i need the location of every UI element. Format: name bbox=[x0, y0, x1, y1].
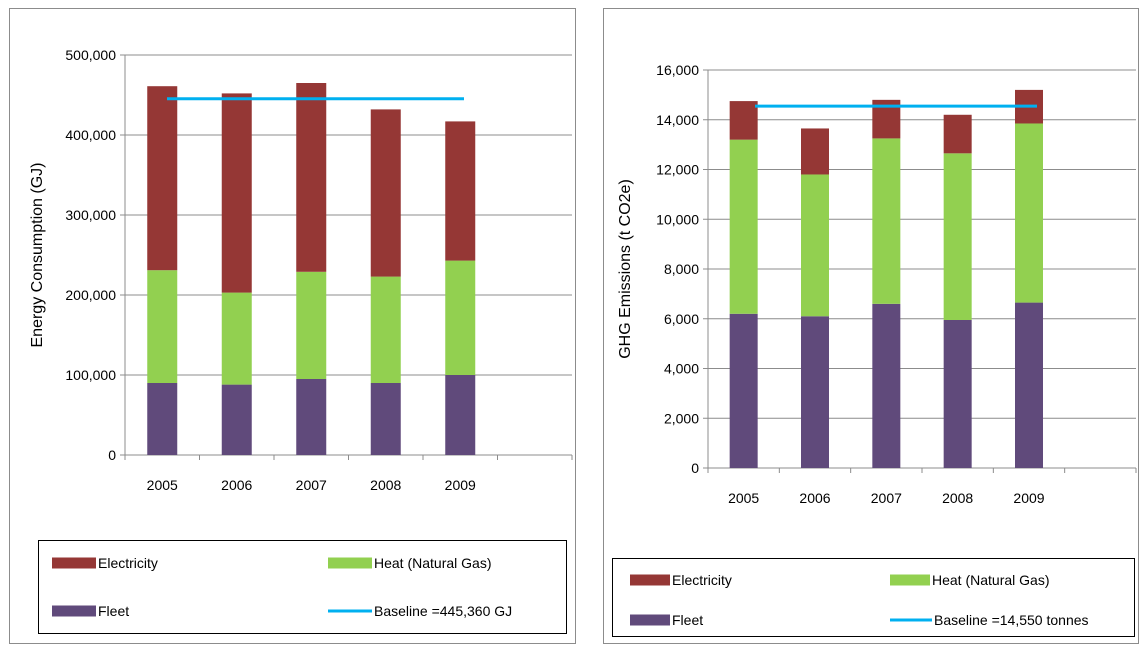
y-tick-label: 6,000 bbox=[664, 311, 699, 327]
x-tick-label: 2009 bbox=[445, 477, 476, 493]
legend-label-baseline: Baseline =445,360 GJ bbox=[374, 603, 512, 619]
y-tick-label: 0 bbox=[108, 447, 116, 463]
legend-swatch-heat bbox=[328, 557, 372, 569]
chart-2-legend-box bbox=[612, 558, 1135, 637]
y-tick-label: 8,000 bbox=[664, 261, 699, 277]
chart-2-legend: Electricity Heat (Natural Gas) Fleet Baseli… bbox=[630, 572, 1089, 628]
bar-heat-2007 bbox=[296, 271, 327, 379]
legend-swatch-heat bbox=[890, 574, 930, 586]
chart-1-legend-box bbox=[38, 540, 567, 634]
x-tick-label: 2007 bbox=[871, 490, 902, 506]
bar-fleet-2008 bbox=[943, 319, 972, 468]
chart-1-frame bbox=[9, 8, 576, 644]
legend-label-fleet: Fleet bbox=[672, 612, 703, 628]
bar-fleet-2005 bbox=[729, 313, 758, 468]
bar-fleet-2007 bbox=[872, 303, 901, 468]
y-tick-label: 14,000 bbox=[656, 112, 699, 128]
y-axis-label: GHG Emissions (t CO2e) bbox=[617, 179, 634, 359]
legend-label-fleet: Fleet bbox=[98, 603, 129, 619]
y-tick-label: 400,000 bbox=[65, 127, 116, 143]
x-tick-label: 2009 bbox=[1013, 490, 1044, 506]
bar-electricity-2005 bbox=[147, 86, 178, 271]
bar-heat-2008 bbox=[943, 153, 972, 320]
bar-heat-2005 bbox=[147, 270, 178, 383]
bar-electricity-2005 bbox=[729, 101, 758, 140]
legend-label-electricity: Electricity bbox=[672, 572, 732, 588]
x-tick-label: 2006 bbox=[799, 490, 830, 506]
x-tick-label: 2005 bbox=[147, 477, 178, 493]
legend-swatch-electricity bbox=[630, 574, 670, 586]
x-tick-label: 2006 bbox=[221, 477, 252, 493]
bar-electricity-2008 bbox=[370, 109, 401, 277]
chart-2-frame bbox=[603, 8, 1139, 644]
x-tick-label: 2008 bbox=[370, 477, 401, 493]
legend-swatch-fleet bbox=[52, 605, 96, 617]
y-tick-label: 200,000 bbox=[65, 287, 116, 303]
legend-label-heat: Heat (Natural Gas) bbox=[374, 555, 491, 571]
bar-fleet-2007 bbox=[296, 379, 327, 455]
bar-heat-2008 bbox=[370, 276, 401, 383]
bar-electricity-2007 bbox=[296, 83, 327, 272]
bar-electricity-2008 bbox=[943, 114, 972, 154]
legend-label-heat: Heat (Natural Gas) bbox=[932, 572, 1049, 588]
legend-label-baseline: Baseline =14,550 tonnes bbox=[934, 612, 1089, 628]
bar-heat-2009 bbox=[1015, 123, 1043, 303]
y-tick-label: 4,000 bbox=[664, 361, 699, 377]
x-tick-label: 2007 bbox=[296, 477, 327, 493]
y-axis-label: Energy Consumption (GJ) bbox=[29, 163, 46, 348]
energy-consumption-chart: 0 100,000 200,000 300,000 400,000 500,000 2005… bbox=[29, 47, 573, 493]
y-tick-label: 100,000 bbox=[65, 367, 116, 383]
bar-heat-2006 bbox=[221, 292, 252, 385]
y-tick-label: 500,000 bbox=[65, 47, 116, 63]
bar-fleet-2005 bbox=[147, 383, 178, 455]
y-tick-label: 2,000 bbox=[664, 410, 699, 426]
y-tick-label: 300,000 bbox=[65, 207, 116, 223]
bar-fleet-2006 bbox=[801, 316, 829, 468]
x-tick-label: 2008 bbox=[942, 490, 973, 506]
bar-fleet-2009 bbox=[1015, 302, 1043, 468]
y-tick-label: 0 bbox=[691, 460, 699, 476]
bar-heat-2005 bbox=[729, 139, 758, 314]
legend-swatch-fleet bbox=[630, 614, 670, 626]
y-tick-label: 16,000 bbox=[656, 62, 699, 78]
legend-swatch-electricity bbox=[52, 557, 96, 569]
y-tick-label: 10,000 bbox=[656, 211, 699, 227]
bar-electricity-2006 bbox=[801, 128, 829, 175]
bar-fleet-2006 bbox=[221, 384, 252, 455]
ghg-emissions-chart: 0 2,000 4,000 6,000 8,000 10,000 12,000 14,000 1… bbox=[617, 62, 1137, 506]
bar-fleet-2009 bbox=[445, 375, 476, 455]
chart-1-legend: Electricity Heat (Natural Gas) Fleet Baseli… bbox=[52, 555, 512, 619]
bar-heat-2007 bbox=[872, 138, 901, 304]
bar-electricity-2009 bbox=[445, 121, 476, 261]
legend-label-electricity: Electricity bbox=[98, 555, 158, 571]
bar-electricity-2006 bbox=[221, 93, 252, 293]
y-tick-label: 12,000 bbox=[656, 162, 699, 178]
bar-heat-2009 bbox=[445, 260, 476, 375]
bar-heat-2006 bbox=[801, 174, 829, 317]
bar-fleet-2008 bbox=[370, 383, 401, 455]
x-tick-label: 2005 bbox=[728, 490, 759, 506]
